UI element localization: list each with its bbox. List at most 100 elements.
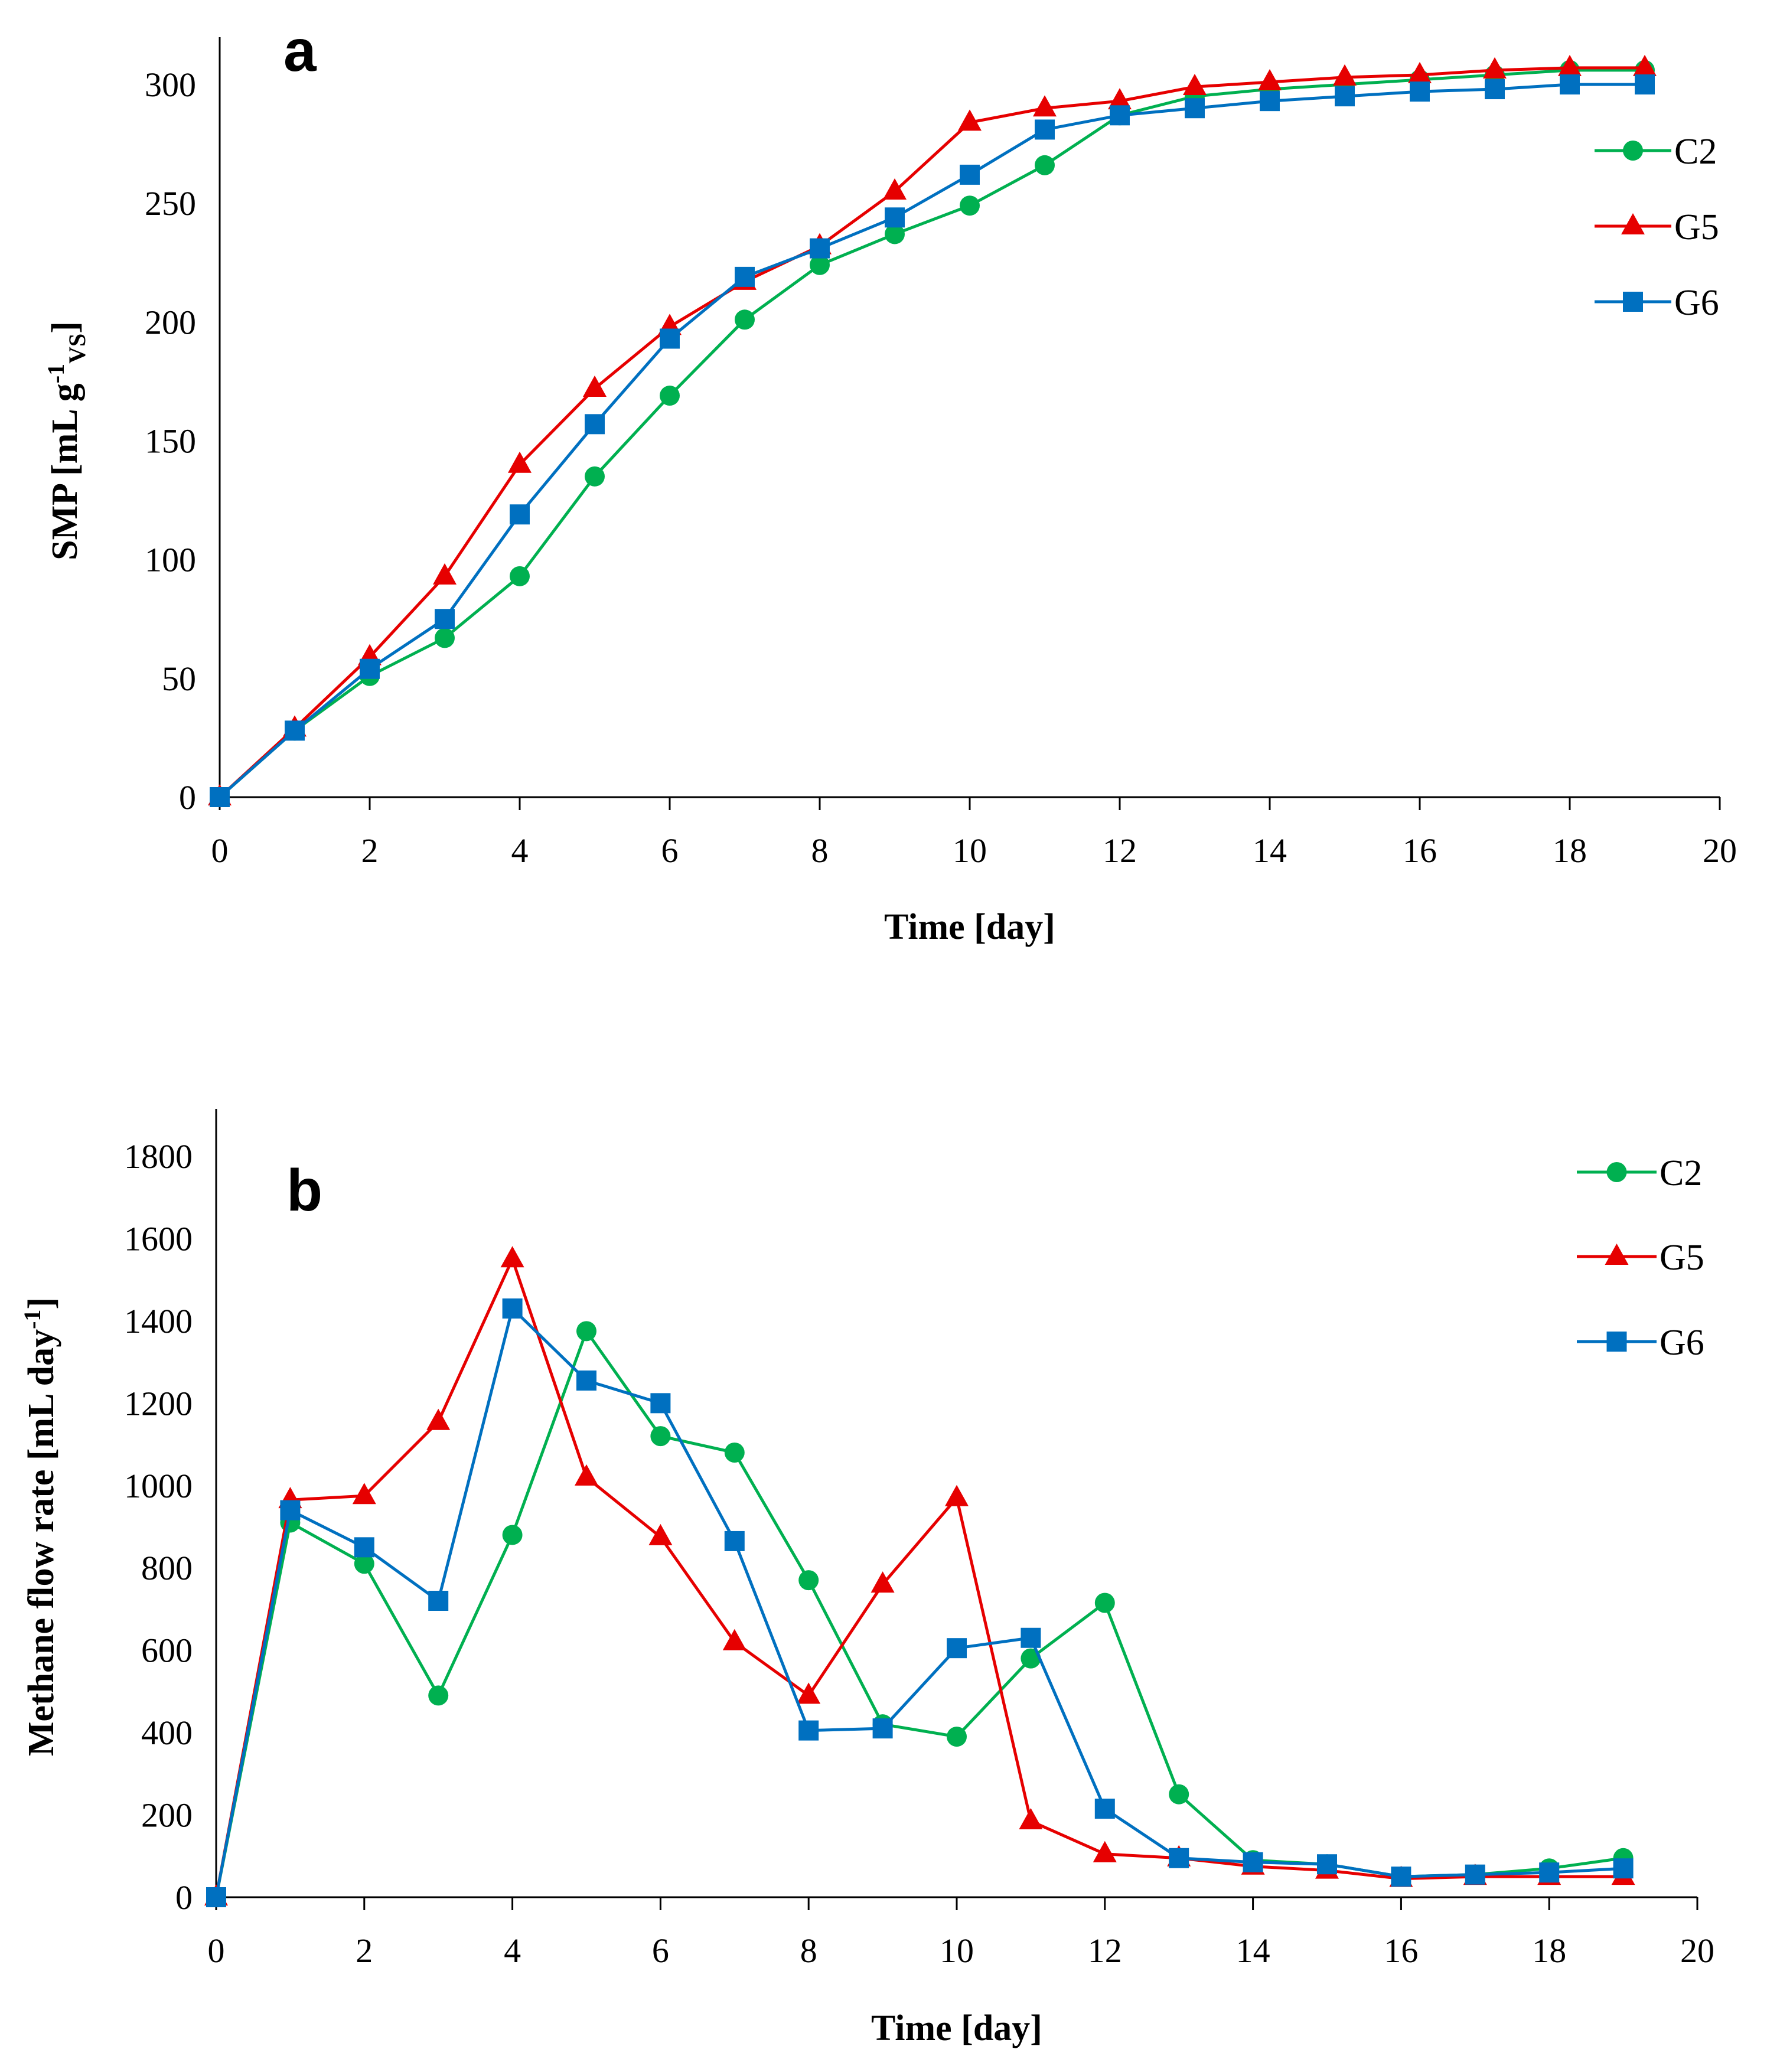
data-point-G6 — [1485, 79, 1505, 100]
x-tick-label: 0 — [211, 831, 229, 870]
data-point-G6 — [1035, 119, 1055, 140]
legend-label: C2 — [1660, 1153, 1702, 1193]
y-tick-label: 100 — [145, 541, 196, 579]
y-tick-label: 600 — [141, 1632, 193, 1670]
data-point-G6 — [1613, 1858, 1634, 1879]
x-tick-label: 16 — [1403, 831, 1437, 870]
legend-marker — [1623, 141, 1643, 161]
x-tick-label: 14 — [1236, 1931, 1270, 1970]
x-tick-label: 4 — [504, 1931, 521, 1970]
data-point-G5 — [500, 1246, 524, 1268]
data-point-G6 — [810, 238, 830, 259]
panel-label: a — [283, 18, 317, 84]
data-point-G5 — [1633, 54, 1657, 76]
y-tick-label: 1800 — [124, 1137, 193, 1176]
data-point-G6 — [735, 266, 755, 287]
x-axis-label: Time [day] — [884, 907, 1055, 947]
data-point-G5 — [1333, 64, 1357, 86]
data-point-G6 — [1539, 1862, 1560, 1883]
data-point-C2 — [1021, 1648, 1041, 1669]
data-point-G6 — [1021, 1627, 1041, 1648]
data-point-G6 — [1410, 81, 1430, 102]
data-point-G6 — [1317, 1854, 1337, 1875]
legend-label: G6 — [1660, 1323, 1704, 1363]
data-point-C2 — [1094, 1593, 1115, 1613]
data-point-C2 — [724, 1443, 745, 1463]
data-point-G6 — [428, 1591, 449, 1611]
legend-label: G6 — [1674, 283, 1719, 323]
data-point-G6 — [354, 1537, 374, 1558]
legend-marker — [1606, 1332, 1627, 1352]
data-point-G5 — [797, 1682, 821, 1704]
data-point-G5 — [648, 1523, 673, 1545]
data-point-G6 — [1560, 74, 1580, 94]
data-point-G6 — [885, 207, 905, 228]
data-point-G6 — [280, 1500, 301, 1520]
y-tick-label: 50 — [162, 660, 196, 698]
y-tick-label: 1400 — [124, 1302, 193, 1340]
data-point-C2 — [1035, 155, 1055, 175]
data-point-G6 — [960, 164, 980, 185]
data-point-G6 — [660, 328, 680, 349]
y-axis-label-end: ] — [45, 321, 85, 334]
data-point-C2 — [735, 309, 755, 330]
data-point-G6 — [872, 1718, 893, 1739]
legend-label: G5 — [1674, 207, 1719, 247]
data-point-G5 — [1258, 68, 1282, 90]
data-point-G6 — [1243, 1852, 1263, 1872]
x-tick-label: 18 — [1553, 831, 1587, 870]
series-line-G5 — [214, 1255, 1623, 1898]
data-point-G5 — [945, 1484, 969, 1506]
y-tick-label: 150 — [145, 422, 196, 461]
data-point-G5 — [1019, 1808, 1043, 1830]
data-point-G5 — [508, 451, 532, 473]
legend-marker — [1623, 292, 1643, 312]
x-tick-label: 16 — [1384, 1931, 1418, 1970]
y-axis-label: SMP [mL g-1VS] — [43, 321, 90, 560]
x-tick-label: 6 — [652, 1931, 669, 1970]
series-G6 — [210, 74, 1655, 807]
data-point-C2 — [354, 1554, 374, 1574]
data-point-C2 — [502, 1525, 523, 1545]
legend-marker — [1606, 1162, 1627, 1182]
y-axis-label-sub: VS — [64, 334, 90, 364]
data-point-C2 — [798, 1570, 819, 1591]
y-axis-label-end: ] — [21, 1297, 61, 1310]
x-tick-label: 0 — [208, 1931, 225, 1970]
data-point-C2 — [428, 1685, 449, 1706]
data-point-G5 — [1033, 95, 1057, 117]
data-point-C2 — [576, 1321, 596, 1342]
data-point-G5 — [722, 1629, 746, 1650]
x-tick-label: 20 — [1680, 1931, 1714, 1970]
data-point-G6 — [1094, 1799, 1115, 1819]
data-point-G6 — [1185, 98, 1205, 119]
data-point-G5 — [1483, 57, 1507, 79]
data-point-G5 — [1558, 54, 1582, 76]
data-point-G5 — [352, 1483, 376, 1505]
legend-entry-C2: C2 — [1595, 132, 1717, 172]
data-point-G5 — [1183, 74, 1207, 96]
x-tick-label: 8 — [811, 831, 829, 870]
data-point-G5 — [871, 1571, 895, 1593]
data-point-G6 — [585, 414, 605, 435]
legend-entry-G5: G5 — [1595, 207, 1719, 247]
y-axis-label-sup: -1 — [43, 364, 69, 383]
series-line-C2 — [214, 1327, 1623, 1898]
x-tick-label: 14 — [1253, 831, 1287, 870]
data-point-G5 — [1408, 61, 1432, 83]
data-point-G5 — [433, 563, 457, 585]
data-point-C2 — [435, 628, 455, 648]
x-tick-label: 10 — [953, 831, 987, 870]
data-point-C2 — [885, 224, 905, 244]
x-tick-label: 10 — [940, 1931, 974, 1970]
data-point-G5 — [1093, 1841, 1117, 1862]
data-point-G6 — [650, 1393, 671, 1414]
data-point-G6 — [1260, 91, 1280, 112]
chart-a: 0 2 4 6 8 10 12 14 16 18 20050100150200250300Time … — [43, 18, 1737, 947]
series-C2 — [210, 60, 1655, 807]
x-tick-label: 12 — [1088, 1931, 1122, 1970]
series-G5 — [208, 54, 1657, 805]
series-G5 — [204, 1246, 1635, 1905]
x-tick-label: 2 — [361, 831, 379, 870]
data-point-C2 — [1169, 1784, 1189, 1805]
